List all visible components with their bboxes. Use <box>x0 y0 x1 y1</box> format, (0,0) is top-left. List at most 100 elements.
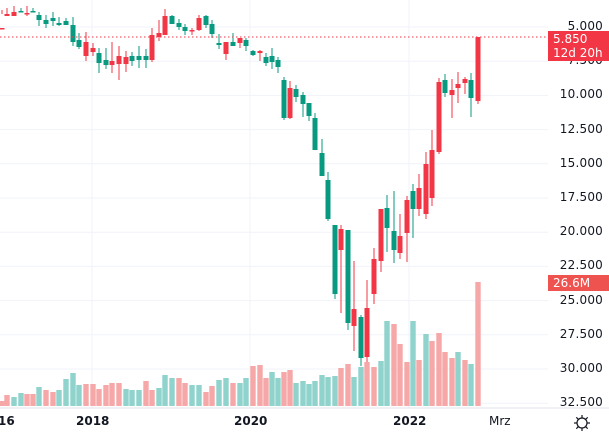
price-tick-label: 5.000 <box>567 19 603 33</box>
volume-bar <box>300 381 306 406</box>
volume-bar <box>63 379 69 406</box>
candle <box>123 57 129 64</box>
candle <box>306 103 312 116</box>
volume-bar <box>36 387 42 406</box>
candle <box>468 80 474 98</box>
candle <box>332 225 338 294</box>
candle <box>109 61 115 65</box>
volume-bar <box>24 394 30 406</box>
candle <box>257 51 263 53</box>
candle <box>96 53 102 63</box>
candle <box>384 208 390 228</box>
candle <box>475 37 481 101</box>
settings-gear-icon[interactable] <box>571 412 593 434</box>
price-tick-label: 30.000 <box>559 361 603 375</box>
volume-bar <box>281 372 287 406</box>
volume-bar <box>30 394 36 406</box>
volume-bar <box>391 324 397 406</box>
candle <box>429 150 435 198</box>
volume-bar <box>351 377 357 406</box>
volume-bar <box>76 385 82 406</box>
volume-bar <box>345 364 351 406</box>
volume-bar <box>319 375 325 406</box>
volume-bar <box>11 397 17 406</box>
price-tick-label: 12.500 <box>559 121 603 136</box>
candle <box>462 79 468 83</box>
volume-bar <box>243 378 249 406</box>
volume-bar <box>429 341 435 406</box>
volume-bar <box>90 384 96 406</box>
candle <box>243 40 249 46</box>
volume-bar <box>293 383 299 406</box>
candle <box>216 43 222 45</box>
volume-bar <box>416 360 422 406</box>
volume-bar <box>358 367 364 406</box>
volume-bar <box>230 383 236 406</box>
candle <box>281 80 287 118</box>
candle <box>449 90 455 95</box>
volume-bar <box>123 389 129 406</box>
volume-bar <box>250 366 256 406</box>
candle <box>351 309 357 326</box>
candle <box>43 20 49 24</box>
price-tick-label: 17.500 <box>559 190 603 204</box>
candle <box>300 95 306 104</box>
volume-bar <box>338 368 344 406</box>
price-tick-label: 22.500 <box>559 258 603 273</box>
candle <box>70 25 76 42</box>
candle <box>442 80 448 93</box>
candle <box>83 42 89 56</box>
candle <box>156 33 162 37</box>
candle <box>345 230 351 323</box>
candle <box>269 56 275 62</box>
candle <box>223 42 229 54</box>
last-volume-value: 26.6M <box>553 276 591 290</box>
volume-bar <box>263 378 269 406</box>
volume-bar <box>410 321 416 406</box>
last-price-value: 5.850 <box>553 32 588 46</box>
volume-bar <box>129 390 135 406</box>
volume-bar <box>162 375 168 406</box>
candle <box>263 57 269 63</box>
price-tick-label: 27.500 <box>559 326 603 341</box>
volume-bar <box>468 364 474 406</box>
volume-bar <box>149 390 155 406</box>
candle <box>90 48 96 52</box>
price-tick-label: 20.000 <box>559 224 603 239</box>
volume-bar <box>223 378 229 406</box>
candle <box>4 14 10 16</box>
volume-bar <box>4 395 10 406</box>
volume-bar <box>203 392 209 406</box>
price-tick-label: 10.000 <box>559 87 603 102</box>
volume-bar <box>70 373 76 406</box>
candle <box>338 229 344 250</box>
candle <box>423 164 429 214</box>
candle <box>275 60 281 67</box>
volume-bar <box>109 383 115 406</box>
candle <box>143 56 149 60</box>
bar-countdown: 12d 20h <box>553 46 603 60</box>
volume-bar <box>50 392 56 406</box>
volume-bar <box>143 381 149 406</box>
volume-bar <box>364 362 370 406</box>
volume-bar <box>312 381 318 406</box>
volume-bar <box>216 380 222 406</box>
candle <box>209 24 215 34</box>
time-tick-label: 16 <box>0 414 15 428</box>
candle <box>397 236 403 253</box>
candle <box>129 56 135 61</box>
volume-bar <box>475 282 481 406</box>
candle <box>293 89 299 97</box>
volume-bar <box>196 385 202 406</box>
candle <box>30 11 36 13</box>
candle <box>50 18 56 21</box>
time-tick-label: 2018 <box>76 414 110 428</box>
candle <box>149 35 155 60</box>
volume-bar <box>384 321 390 406</box>
candle <box>410 191 416 209</box>
volume-bar <box>257 365 263 406</box>
price-tick-label: 25.000 <box>559 292 603 307</box>
time-tick-label: 2022 <box>393 414 427 428</box>
volume-bar <box>189 385 195 406</box>
